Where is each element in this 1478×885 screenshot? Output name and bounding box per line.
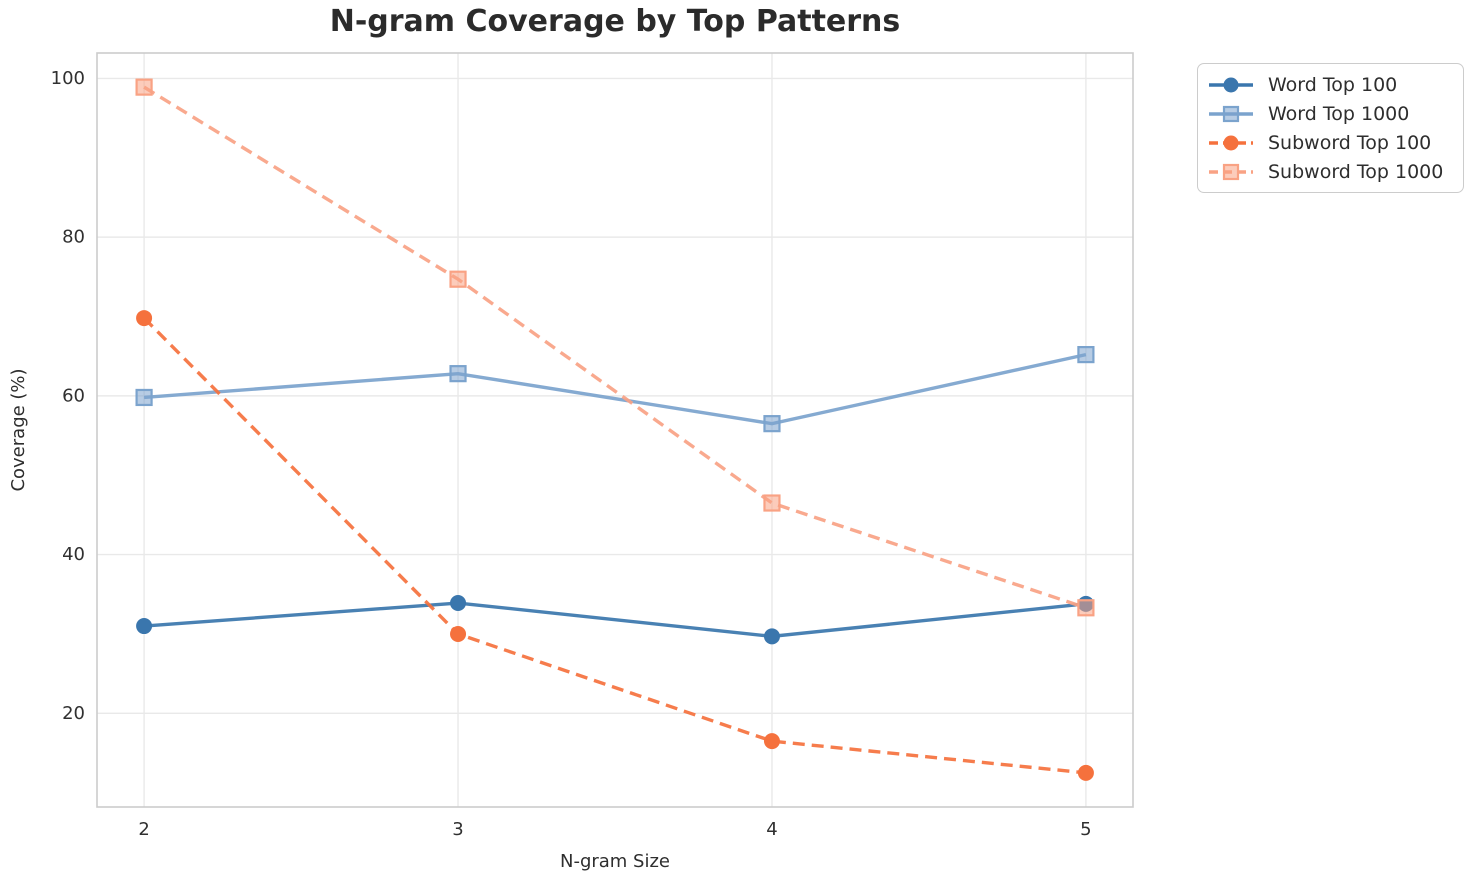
y-axis-label: Coverage (%) [8, 368, 29, 491]
data-point-marker-square [449, 365, 467, 383]
series-line-subword-top-100 [142, 316, 1087, 775]
data-point-marker-circle [450, 625, 467, 642]
x-tick-label: 4 [766, 819, 777, 840]
data-point-marker-circle [136, 310, 153, 327]
x-tick-label: 2 [138, 819, 149, 840]
data-point-marker-square [1077, 346, 1095, 364]
data-point-marker-circle [763, 628, 780, 645]
legend-swatch-square-icon [1209, 105, 1253, 122]
legend-label: Word Top 1000 [1268, 102, 1410, 125]
data-point-marker-square [135, 78, 153, 96]
y-tick-label: 60 [62, 385, 85, 406]
legend-swatch-square-icon [1209, 163, 1253, 180]
data-point-marker-square [449, 270, 467, 288]
legend-item-word-top-1000: Word Top 1000 [1208, 99, 1451, 128]
series-line-word-top-1000 [143, 352, 1087, 426]
y-tick-label: 80 [62, 227, 85, 248]
legend-item-subword-top-1000: Subword Top 1000 [1208, 157, 1451, 186]
data-point-marker-square [135, 388, 153, 407]
data-point-marker-square [1077, 599, 1095, 617]
data-point-marker-circle [1077, 764, 1094, 781]
legend-swatch-circle-icon [1209, 77, 1253, 92]
x-axis-label: N-gram Size [560, 851, 670, 872]
series-line-subword-top-1000 [143, 85, 1087, 610]
legend: Word Top 100 Word Top 1000 Subword Top 100… [1197, 63, 1464, 193]
legend-label: Subword Top 1000 [1268, 160, 1444, 183]
legend-item-word-top-100: Word Top 100 [1208, 70, 1451, 99]
legend-item-subword-top-100: Subword Top 100 [1208, 128, 1451, 157]
data-point-marker-circle [136, 618, 153, 635]
y-tick-label: 100 [51, 68, 85, 89]
x-tick-label: 3 [452, 819, 463, 840]
y-tick-label: 40 [62, 544, 85, 565]
data-point-marker-square [763, 494, 781, 512]
chart-title: N-gram Coverage by Top Patterns [329, 4, 901, 39]
y-tick-label: 20 [62, 703, 85, 724]
data-point-marker-circle [450, 595, 467, 612]
plot-border [96, 52, 1134, 808]
data-point-marker-square [763, 415, 781, 433]
legend-label: Subword Top 100 [1268, 131, 1432, 154]
series-line-word-top-100 [143, 601, 1087, 639]
x-tick-label: 5 [1080, 819, 1091, 840]
data-point-marker-circle [763, 733, 780, 750]
legend-swatch-circle-icon [1209, 135, 1253, 150]
legend-label: Word Top 100 [1268, 73, 1398, 96]
plot-background [97, 53, 1133, 807]
